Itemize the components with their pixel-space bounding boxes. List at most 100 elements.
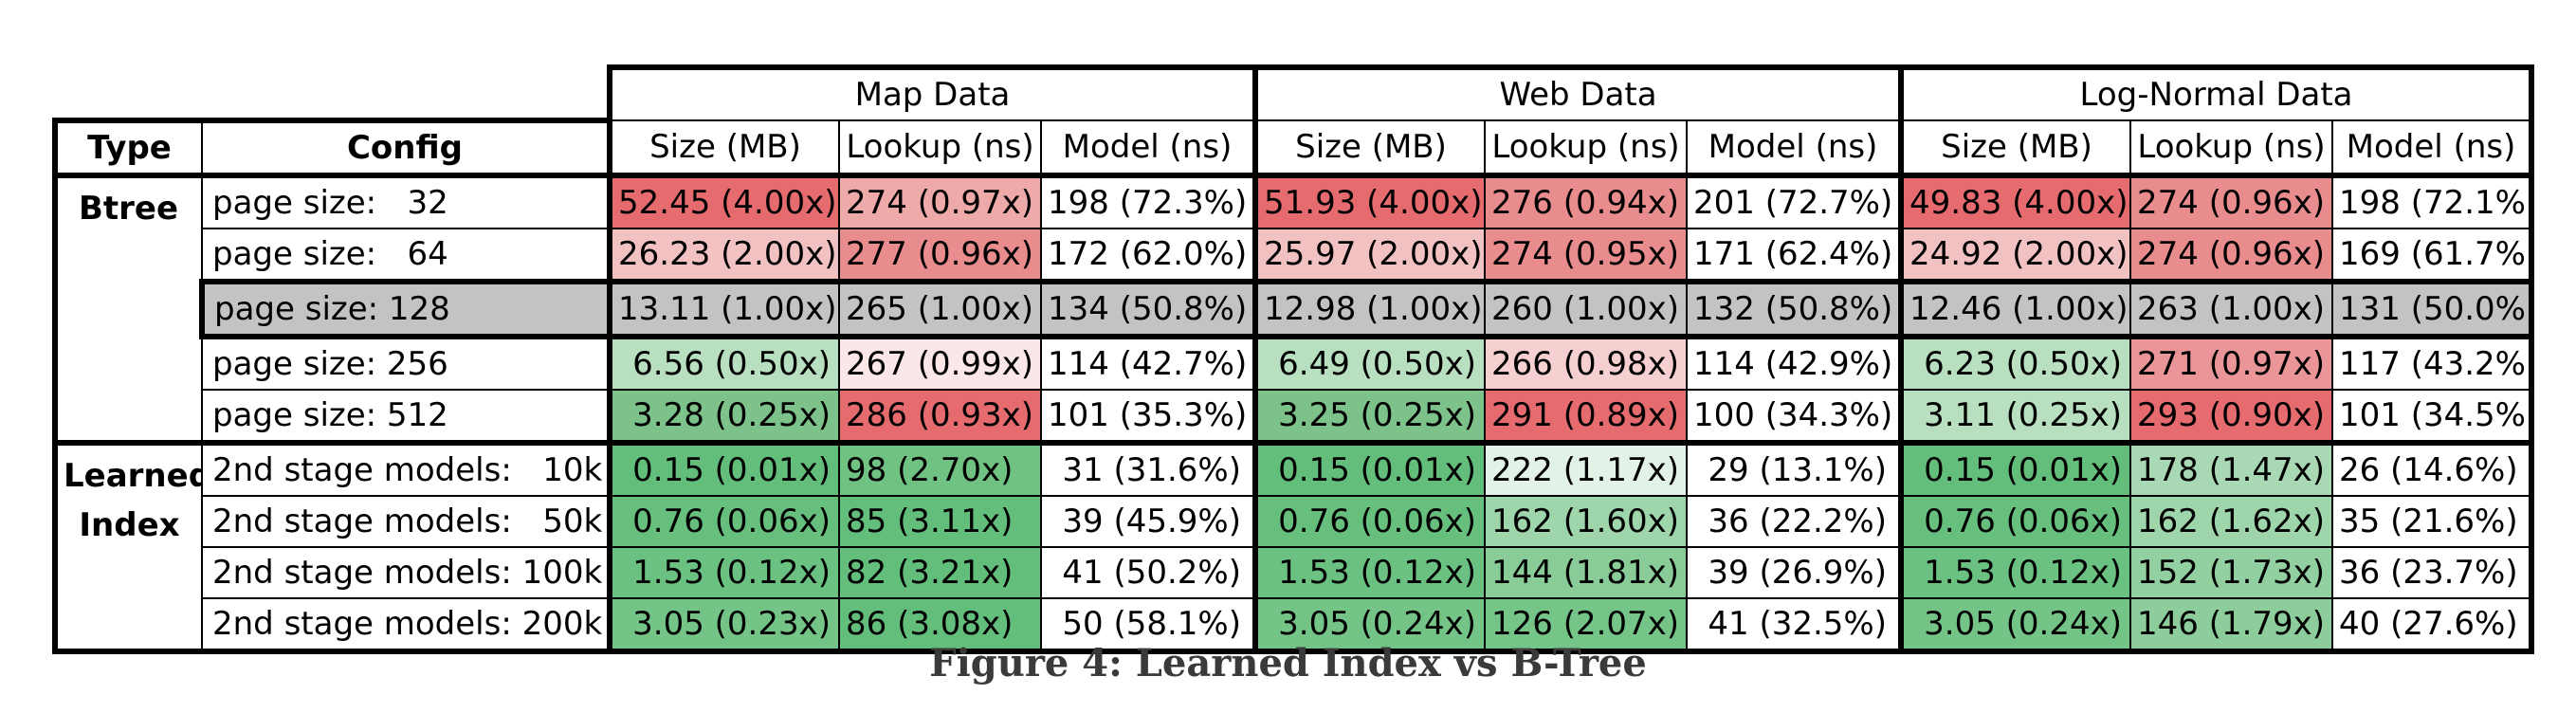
size-cell: 0.15 (0.01x) [1252,440,1487,497]
lookup-cell: 178 (1.47x) [2129,440,2334,497]
lookup-cell: 98 (2.70x) [838,440,1042,497]
column-header-model: Model (ns) [1686,119,1903,176]
group-header-web: Web Data [1252,64,1905,121]
model-cell: 29 (13.1%) [1686,440,1903,497]
lookup-cell: 271 (0.97x) [2129,336,2334,391]
group-header-map: Map Data [606,64,1259,121]
table-row: 2nd stage models: 50k 0.76 (0.06x) 85 (3.1… [55,495,2535,548]
size-cell: 0.15 (0.01x) [607,440,840,497]
model-cell: 39 (26.9%) [1686,546,1903,599]
model-cell: 50 (58.1%) [1039,597,1257,654]
size-cell: 6.49 (0.50x) [1252,336,1487,391]
lookup-cell: 222 (1.17x) [1484,440,1689,497]
lookup-cell: 162 (1.62x) [2129,495,2334,548]
column-header-size: Size (MB) [607,119,840,176]
column-header-model: Model (ns) [2331,119,2535,176]
size-cell: 3.28 (0.25x) [607,389,840,444]
model-cell: 36 (22.2%) [1686,495,1903,548]
size-cell: 0.76 (0.06x) [1898,495,2132,548]
lookup-cell: 274 (0.96x) [2129,173,2334,229]
size-cell: 3.25 (0.25x) [1252,389,1487,444]
size-cell: 0.15 (0.01x) [1898,440,2132,497]
config-cell: 2nd stage models: 50k [201,495,611,548]
type-label-line: Index [79,506,180,544]
table-row: page size: 128 13.11 (1.00x) 265 (1.00x) 13… [55,279,2535,339]
model-cell: 31 (31.6%) [1039,440,1257,497]
model-cell: 198 (72.3%) [1039,173,1257,229]
lookup-cell: 274 (0.95x) [1484,228,1689,283]
model-cell: 41 (32.5%) [1686,597,1903,654]
config-cell: 2nd stage models: 100k [201,546,611,599]
size-cell: 51.93 (4.00x) [1252,173,1487,229]
column-header-config: Config [201,118,611,176]
lookup-cell: 85 (3.11x) [838,495,1042,548]
type-label: Learned Index [52,440,203,654]
size-cell: 6.56 (0.50x) [607,336,840,391]
size-cell: 3.05 (0.23x) [607,597,840,654]
column-header-lookup: Lookup (ns) [838,119,1042,176]
lookup-cell: 82 (3.21x) [838,546,1042,599]
type-label-line: Learned [64,457,202,495]
model-cell: 101 (35.3%) [1039,389,1257,444]
lookup-cell: 291 (0.89x) [1484,389,1689,444]
model-cell: 101 (34.5%) [2331,389,2535,444]
model-cell: 198 (72.1%) [2331,173,2535,229]
lookup-cell: 266 (0.98x) [1484,336,1689,391]
lookup-cell: 274 (0.96x) [2129,228,2334,283]
column-header-size: Size (MB) [1252,119,1487,176]
model-cell: 132 (50.8%) [1686,279,1903,339]
lookup-cell: 146 (1.79x) [2129,597,2334,654]
column-header-lookup: Lookup (ns) [2129,119,2334,176]
lookup-cell: 86 (3.08x) [838,597,1042,654]
model-cell: 171 (62.4%) [1686,228,1903,283]
lookup-cell: 265 (1.00x) [838,279,1042,339]
results-table-container: Map Data Web Data Log-Normal Data Type C… [52,64,2535,654]
table-row: Learned Index 2nd stage models: 10k 0.15 (0… [52,440,2535,654]
lookup-cell: 144 (1.81x) [1484,546,1689,599]
model-cell: 26 (14.6%) [2331,440,2535,497]
model-cell: 117 (43.2%) [2331,336,2535,391]
config-cell: page size: 64 [201,228,611,283]
lookup-cell: 126 (2.07x) [1484,597,1689,654]
lookup-cell: 276 (0.94x) [1484,173,1689,229]
size-cell: 1.53 (0.12x) [1898,546,2132,599]
lookup-cell: 263 (1.00x) [2129,279,2334,339]
table-body: Btree page size: 32 52.45 (4.00x) 274 (0.97… [52,173,2535,654]
model-cell: 114 (42.9%) [1686,336,1903,391]
model-cell: 40 (27.6%) [2331,597,2535,654]
lookup-cell: 274 (0.97x) [838,173,1042,229]
column-header-type: Type [52,118,203,176]
lookup-cell: 260 (1.00x) [1484,279,1689,339]
model-cell: 100 (34.3%) [1686,389,1903,444]
config-cell: page size: 128 [199,279,611,339]
size-cell: 24.92 (2.00x) [1898,228,2132,283]
header-spacer [55,67,610,120]
lookup-cell: 267 (0.99x) [838,336,1042,391]
lookup-cell: 293 (0.90x) [2129,389,2334,444]
size-cell: 25.97 (2.00x) [1252,228,1487,283]
config-cell: page size: 256 [201,336,611,391]
lookup-cell: 162 (1.60x) [1484,495,1689,548]
figure-caption: Figure 4: Learned Index vs B-Tree [929,641,1647,686]
config-cell: 2nd stage models: 200k [201,597,611,654]
lookup-cell: 286 (0.93x) [838,389,1042,444]
column-header-size: Size (MB) [1898,119,2132,176]
table-row: page size: 64 26.23 (2.00x) 277 (0.96x) 172… [55,228,2535,283]
column-header-model: Model (ns) [1039,119,1257,176]
group-header-lognormal: Log-Normal Data [1898,64,2535,121]
size-cell: 49.83 (4.00x) [1898,173,2132,229]
size-cell: 12.46 (1.00x) [1898,279,2132,339]
table-row: page size: 512 3.28 (0.25x) 286 (0.93x) 101… [55,389,2535,444]
size-cell: 3.05 (0.24x) [1898,597,2132,654]
column-header-lookup: Lookup (ns) [1484,119,1689,176]
model-cell: 172 (62.0%) [1039,228,1257,283]
model-cell: 35 (21.6%) [2331,495,2535,548]
table-row: page size: 256 6.56 (0.50x) 267 (0.99x) 114… [55,336,2535,391]
table-row: Btree page size: 32 52.45 (4.00x) 274 (0.97… [52,173,2535,446]
size-cell: 1.53 (0.12x) [607,546,840,599]
model-cell: 36 (23.7%) [2331,546,2535,599]
size-cell: 0.76 (0.06x) [607,495,840,548]
size-cell: 3.11 (0.25x) [1898,389,2132,444]
size-cell: 3.05 (0.24x) [1252,597,1487,654]
size-cell: 12.98 (1.00x) [1252,279,1487,339]
